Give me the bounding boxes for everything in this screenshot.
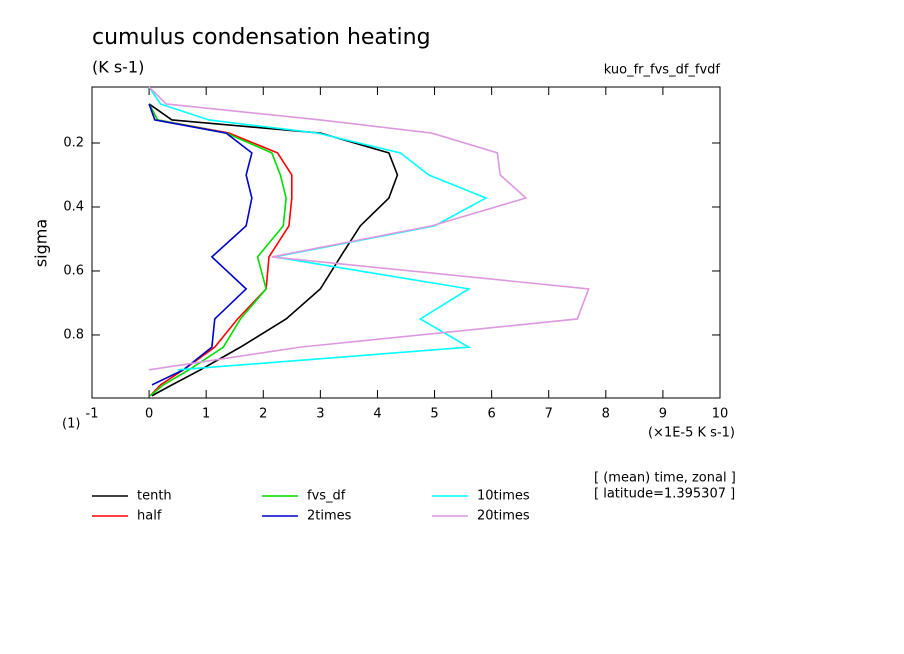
- legend-label: half: [137, 509, 162, 524]
- x-tick-label: 5: [430, 407, 438, 422]
- y-tick-label: 0.6: [63, 263, 84, 278]
- x-tick-label: 4: [373, 407, 381, 422]
- x-tick-label: 1: [202, 407, 210, 422]
- series-line: [148, 86, 488, 371]
- unit-note: (1): [62, 417, 80, 432]
- legend-label: 10times: [477, 489, 530, 504]
- y-axis-label: sigma: [32, 219, 51, 267]
- x-tick-label: 2: [259, 407, 267, 422]
- plot-frame: [91, 86, 721, 399]
- series-line: [148, 103, 287, 397]
- legend-label: fvs_df: [307, 489, 346, 504]
- x-tick-label: 9: [659, 407, 667, 422]
- annotation: [ (mean) time, zonal ]: [594, 471, 736, 486]
- x-tick-label: -1: [86, 407, 99, 422]
- legend-label: tenth: [137, 489, 172, 504]
- legend-label: 20times: [477, 509, 530, 524]
- experiment-label: kuo_fr_fvs_df_fvdf: [604, 63, 721, 78]
- series-line: [148, 103, 253, 386]
- x-tick-label: 3: [316, 407, 324, 422]
- x-tick-label: 10: [712, 407, 729, 422]
- x-tick-label: 0: [145, 407, 153, 422]
- x-tick-label: 6: [487, 407, 495, 422]
- chart-subtitle: (K s-1): [92, 58, 144, 77]
- x-axis-label: (×1E-5 K s-1): [648, 426, 735, 441]
- x-tick-label: 8: [602, 407, 610, 422]
- y-tick-label: 0.4: [63, 199, 84, 214]
- annotation: [ latitude=1.395307 ]: [594, 487, 735, 502]
- series-line: [148, 86, 590, 371]
- legend-label: 2times: [307, 509, 352, 524]
- y-tick-label: 0.8: [63, 327, 84, 342]
- chart-title: cumulus condensation heating: [92, 25, 431, 50]
- x-tick-label: 7: [545, 407, 553, 422]
- y-tick-label: 0.2: [63, 135, 84, 150]
